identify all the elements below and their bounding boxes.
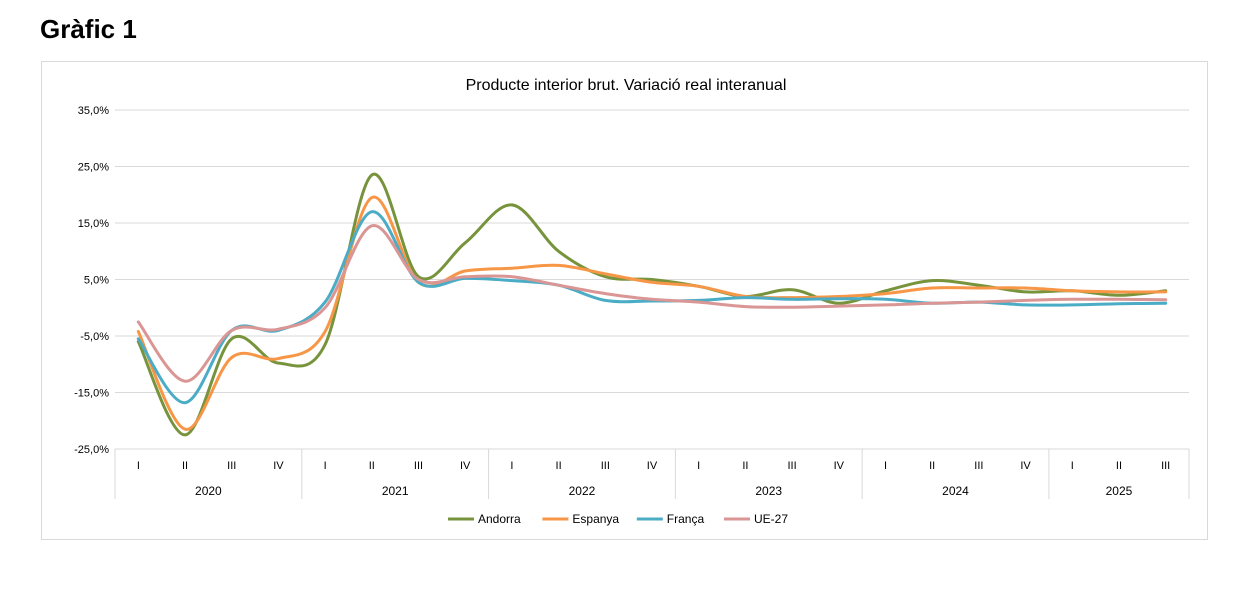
y-tick-label: -25,0% <box>74 444 109 456</box>
x-tick-label: IV <box>647 460 658 472</box>
gridlines <box>115 109 1189 450</box>
chart-container: Producte interior brut. Variació real in… <box>41 61 1208 540</box>
y-tick-label: 15,0% <box>78 218 109 230</box>
year-label: 2021 <box>382 484 409 498</box>
legend: Andorra Espanya França UE-27 <box>448 512 788 526</box>
year-label: 2022 <box>569 484 596 498</box>
y-tick-label: 25,0% <box>78 162 109 174</box>
x-tick-label: IV <box>834 460 845 472</box>
year-label: 2025 <box>1106 484 1133 498</box>
x-tick-label: IV <box>1020 460 1031 472</box>
x-tick-label: I <box>884 460 887 472</box>
series-line-fran-a <box>136 210 1168 405</box>
y-tick-label: 35,0% <box>78 105 109 117</box>
y-tick-label: -5,0% <box>80 331 109 343</box>
legend-label: Andorra <box>478 512 521 526</box>
x-tick-label: I <box>137 460 140 472</box>
x-tick-label: III <box>974 460 983 472</box>
x-tick-label: II <box>742 460 748 472</box>
series-line-andorra <box>136 172 1168 437</box>
x-tick-label: III <box>1161 460 1170 472</box>
series-lines <box>136 172 1168 437</box>
year-label: 2020 <box>195 484 222 498</box>
x-tick-label: II <box>182 460 188 472</box>
legend-label: França <box>667 512 705 526</box>
x-tick-label: II <box>929 460 935 472</box>
x-tick-label: I <box>324 460 327 472</box>
x-tick-label: III <box>414 460 423 472</box>
x-tick-label: I <box>1071 460 1074 472</box>
legend-label: Espanya <box>572 512 619 526</box>
legend-label: UE-27 <box>754 512 788 526</box>
x-tick-label: III <box>601 460 610 472</box>
y-tick-label: 5,0% <box>84 275 109 287</box>
x-tick-label: I <box>697 460 700 472</box>
x-tick-label: II <box>556 460 562 472</box>
y-axis-ticks: 35,0% 25,0% 15,0% 5,0% -5,0% -15,0% -25,0% <box>74 105 109 456</box>
line-chart: Producte interior brut. Variació real in… <box>74 77 1190 526</box>
x-tick-label: IV <box>273 460 284 472</box>
x-tick-label: I <box>510 460 513 472</box>
year-label: 2023 <box>755 484 782 498</box>
x-tick-label: II <box>1116 460 1122 472</box>
x-axis: I II III IV I II III IV I II III IV I II III IV I II III IV… <box>114 449 1190 499</box>
series-line-espanya <box>136 195 1168 431</box>
chart-title: Producte interior brut. Variació real in… <box>466 77 787 94</box>
x-tick-label: III <box>227 460 236 472</box>
x-tick-label: II <box>369 460 375 472</box>
year-label: 2024 <box>942 484 969 498</box>
y-tick-label: -15,0% <box>74 388 109 400</box>
x-tick-label: IV <box>460 460 471 472</box>
series-line-ue-27 <box>136 224 1168 383</box>
figure-heading: Gràfic 1 <box>40 14 137 44</box>
x-tick-label: III <box>788 460 797 472</box>
